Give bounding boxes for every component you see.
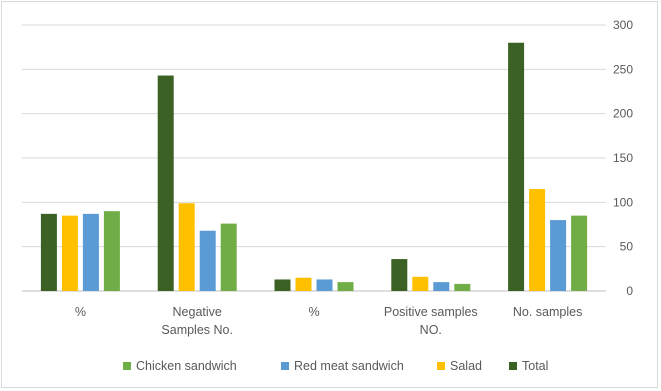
bar-total (274, 279, 291, 291)
x-category-label: NO. (420, 323, 442, 337)
legend-label: Total (522, 359, 548, 373)
y-tick-label: 50 (620, 240, 634, 254)
y-tick-label: 0 (626, 284, 633, 298)
y-tick-label: 200 (613, 107, 633, 121)
x-category-label: % (75, 305, 86, 319)
x-category-label: % (308, 305, 319, 319)
x-category-label: No. samples (513, 305, 582, 319)
bar-red-meat-sandwich (550, 220, 567, 291)
legend-swatch (281, 362, 289, 370)
y-tick-label: 300 (613, 18, 633, 32)
bar-red-meat-sandwich (82, 213, 99, 291)
x-category-label: Negative (173, 305, 222, 319)
bar-total (40, 213, 57, 291)
bar-red-meat-sandwich (433, 282, 450, 291)
bar-chicken-sandwich (220, 223, 237, 291)
bar-salad (178, 203, 195, 291)
y-tick-label: 150 (613, 151, 633, 165)
bar-red-meat-sandwich (199, 230, 216, 291)
legend-label: Red meat sandwich (294, 359, 404, 373)
bar-chicken-sandwich (454, 283, 471, 291)
legend-label: Chicken sandwich (136, 359, 237, 373)
bar-salad (295, 277, 312, 291)
bar-salad (61, 215, 78, 291)
legend-label: Salad (450, 359, 482, 373)
y-tick-label: 100 (613, 195, 633, 209)
bar-total (508, 42, 525, 291)
bar-chicken-sandwich (571, 215, 588, 291)
bar-chicken-sandwich (103, 211, 120, 291)
legend-swatch (509, 362, 517, 370)
bar-salad (529, 189, 546, 291)
bar-salad (412, 276, 429, 291)
bar-total (157, 75, 174, 291)
bar-red-meat-sandwich (316, 279, 333, 291)
legend-swatch (437, 362, 445, 370)
x-category-label: Samples No. (161, 323, 233, 337)
bar-chicken-sandwich (337, 282, 354, 291)
bar-total (391, 259, 408, 291)
legend-swatch (123, 362, 131, 370)
y-tick-label: 250 (613, 62, 633, 76)
x-category-label: Positive samples (384, 305, 478, 319)
